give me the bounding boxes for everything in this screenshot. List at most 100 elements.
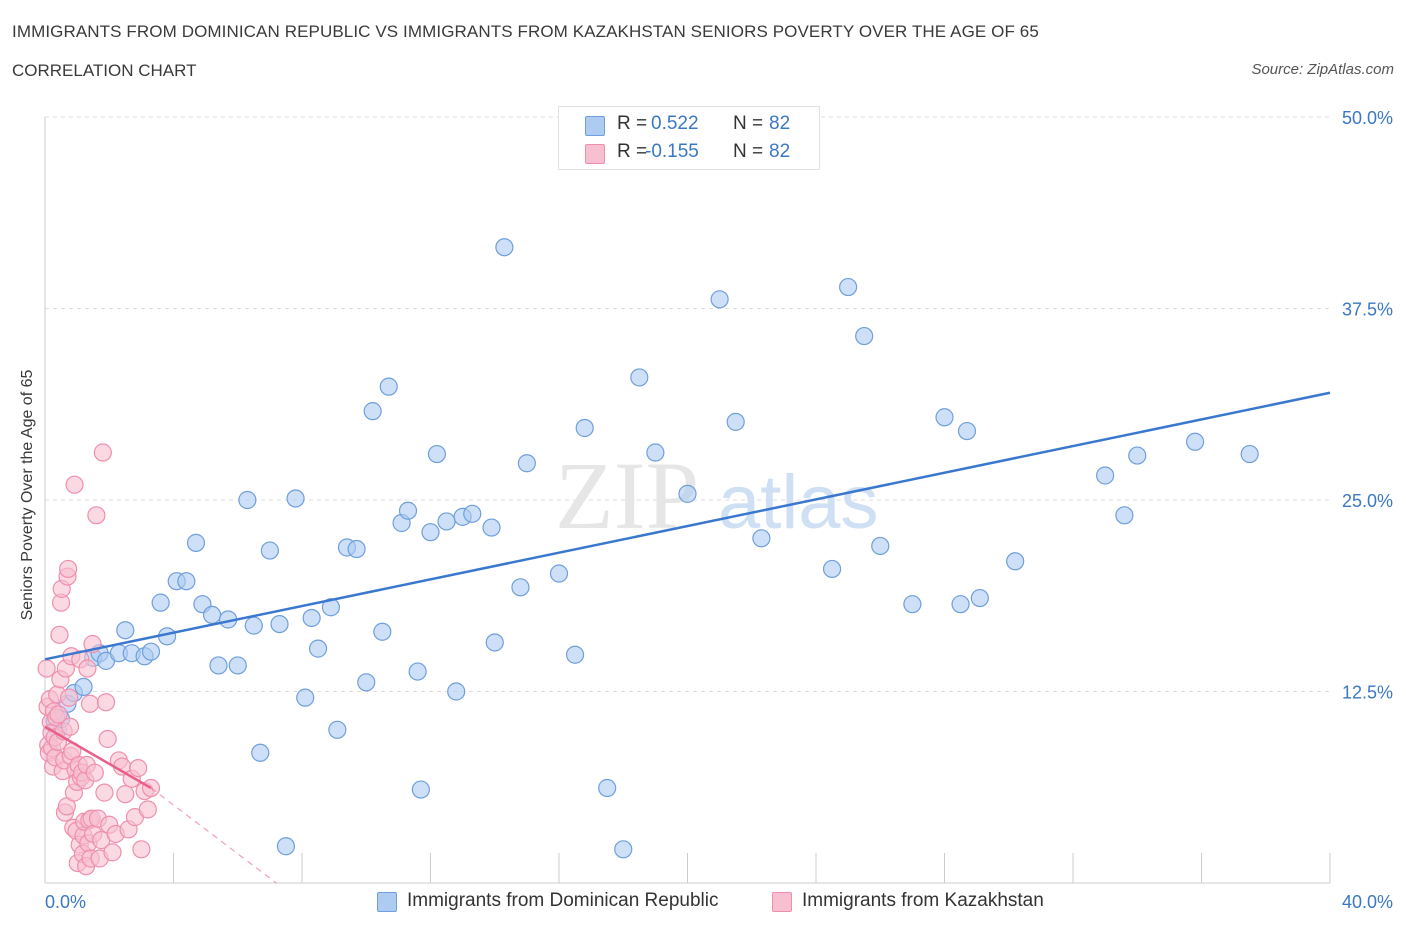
dominican-point bbox=[903, 595, 922, 614]
dominican-point bbox=[276, 837, 296, 856]
dominican-point bbox=[141, 642, 161, 661]
y-tick-label: 50.0% bbox=[1342, 108, 1393, 128]
kazakhstan-trend-extension bbox=[150, 787, 277, 884]
kazakhstan-point bbox=[98, 729, 117, 749]
kazakhstan-point bbox=[59, 688, 79, 707]
dominican-point bbox=[447, 682, 466, 701]
stats-legend: R = 0.522 N = 82 R = -0.155 N = 82 bbox=[558, 106, 820, 170]
dominican-point bbox=[710, 290, 729, 309]
legend-r-label: R = bbox=[617, 141, 648, 162]
chart-subtitle: CORRELATION CHART bbox=[12, 61, 197, 80]
y-tick-label: 37.5% bbox=[1342, 300, 1393, 320]
y-tick-label: 12.5% bbox=[1342, 683, 1393, 703]
dominican-point bbox=[347, 539, 366, 559]
dominican-point bbox=[646, 443, 665, 462]
legend-swatch-pink bbox=[585, 144, 605, 164]
dominican-point bbox=[1096, 466, 1115, 485]
kazakhstan-point bbox=[96, 693, 116, 712]
kazakhstan-point bbox=[87, 506, 106, 525]
x-tick-label: 40.0% bbox=[1342, 892, 1393, 912]
kazakhstan-point bbox=[80, 694, 100, 713]
dominican-point bbox=[726, 412, 745, 431]
dominican-point bbox=[752, 529, 771, 548]
gridlines bbox=[45, 116, 1330, 692]
dominican-point bbox=[1128, 446, 1147, 465]
dominican-point bbox=[957, 421, 977, 441]
dominican-point bbox=[357, 673, 376, 692]
kazakhstan-point bbox=[85, 763, 104, 782]
kazakhstan-trend-line bbox=[44, 725, 152, 790]
dominican-point bbox=[411, 780, 430, 799]
chart-title: IMMIGRANTS FROM DOMINICAN REPUBLIC VS IM… bbox=[12, 22, 1039, 41]
dominican-point bbox=[970, 588, 989, 608]
kazakhstan-point bbox=[95, 783, 114, 802]
legend-r-value: 0.522 bbox=[651, 113, 699, 134]
kazakhstan-point bbox=[132, 840, 151, 859]
dominican-point bbox=[328, 720, 347, 739]
kazakhstan-point bbox=[93, 443, 112, 462]
legend-swatch-blue bbox=[585, 116, 605, 136]
dominican-point bbox=[177, 572, 196, 591]
dominican-point bbox=[822, 559, 842, 579]
legend-r-label: R = bbox=[617, 113, 648, 134]
dominican-point bbox=[495, 238, 514, 257]
kazakhstan-point bbox=[65, 475, 84, 494]
dominican-point bbox=[202, 605, 222, 625]
kazakhstan-point bbox=[37, 659, 56, 678]
dominican-point bbox=[421, 523, 440, 542]
bottom-legend-label: Immigrants from Dominican Republic bbox=[407, 890, 719, 911]
dominican-point bbox=[373, 622, 392, 641]
dominican-point bbox=[575, 418, 594, 438]
dominican-point bbox=[549, 564, 569, 583]
y-tick-label: 25.0% bbox=[1342, 491, 1393, 511]
dominican-point bbox=[238, 490, 257, 510]
bottom-legend-swatch-blue bbox=[377, 892, 397, 912]
dominican-point bbox=[308, 639, 328, 658]
tick-labels: 12.5% 25.0% 37.5% 50.0% 0.0% 40.0% bbox=[45, 108, 1393, 912]
kazakhstan-point bbox=[78, 659, 97, 678]
bottom-legend-label: Immigrants from Kazakhstan bbox=[802, 890, 1044, 911]
kazakhstan-point bbox=[138, 800, 157, 819]
data-points bbox=[37, 238, 1259, 876]
dominican-point bbox=[1115, 506, 1134, 525]
dominican-point bbox=[151, 593, 170, 612]
source-label: Source: ZipAtlas.com bbox=[1251, 61, 1394, 78]
dominican-point bbox=[630, 368, 649, 387]
dominican-point bbox=[74, 677, 93, 697]
dominican-point bbox=[871, 536, 890, 556]
dominican-point bbox=[116, 621, 135, 640]
dominican-point bbox=[485, 633, 504, 652]
dominican-point bbox=[408, 662, 427, 681]
legend-n-label: N = bbox=[733, 113, 764, 134]
watermark: ZIP atlas bbox=[555, 442, 879, 549]
kazakhstan-point bbox=[116, 785, 135, 804]
dominican-point bbox=[678, 484, 697, 503]
dominican-point bbox=[463, 504, 482, 523]
bottom-legend-swatch-pink bbox=[772, 892, 792, 912]
legend-n-value: 82 bbox=[769, 113, 791, 134]
dominican-point bbox=[379, 377, 398, 396]
trend-lines bbox=[44, 391, 1331, 884]
legend-r-value: -0.155 bbox=[645, 141, 699, 162]
dominican-point bbox=[286, 489, 305, 508]
dominican-point bbox=[427, 444, 447, 464]
watermark-zip: ZIP bbox=[555, 442, 699, 549]
dominican-trend-line bbox=[44, 391, 1331, 661]
dominican-point bbox=[935, 408, 954, 427]
dominican-point bbox=[270, 614, 289, 634]
dominican-point bbox=[209, 656, 228, 675]
dominican-point bbox=[251, 743, 270, 762]
dominican-point bbox=[839, 277, 858, 297]
kazakhstan-point bbox=[60, 717, 80, 736]
dominican-point bbox=[1240, 444, 1259, 464]
kazakhstan-point bbox=[129, 758, 148, 778]
kazakhstan-point bbox=[103, 843, 122, 862]
dominican-point bbox=[228, 656, 247, 675]
dominican-point bbox=[565, 645, 585, 664]
dominican-point bbox=[1185, 432, 1205, 451]
kazakhstan-point bbox=[50, 625, 69, 644]
dominican-point bbox=[363, 402, 382, 421]
legend-n-value: 82 bbox=[769, 141, 791, 162]
dominican-point bbox=[482, 518, 501, 537]
